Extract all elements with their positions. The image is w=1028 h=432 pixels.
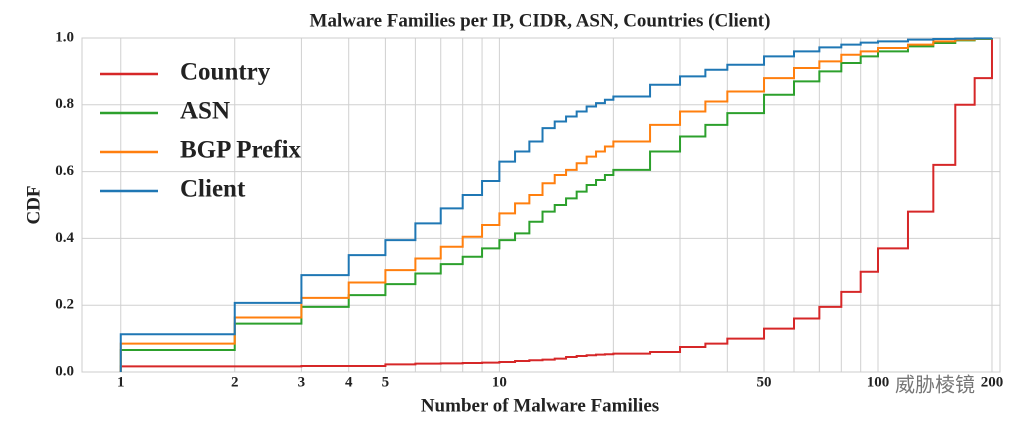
legend-label: ASN [180, 98, 230, 125]
legend-label: BGP Prefix [180, 137, 302, 164]
x-tick-label: 3 [298, 374, 306, 390]
x-axis-label: Number of Malware Families [421, 395, 659, 416]
cdf-line [119, 38, 993, 372]
y-tick-label: 0.6 [55, 163, 74, 179]
x-tick-label: 5 [382, 374, 390, 390]
cdf-line [119, 38, 993, 372]
y-tick-label: 0.2 [55, 297, 74, 313]
x-tick-label: 2 [231, 374, 239, 390]
x-tick-label: 50 [757, 374, 772, 390]
y-tick-label: 0.8 [55, 96, 74, 112]
plot-frame [81, 37, 1001, 373]
chart-title: Malware Families per IP, CIDR, ASN, Coun… [310, 10, 771, 31]
y-tick-label: 1.0 [55, 29, 74, 45]
y-tick-label: 0.4 [55, 230, 74, 246]
y-tick-label: 0.0 [55, 363, 74, 379]
legend-label: Country [180, 59, 271, 86]
x-tick-label: 10 [492, 374, 507, 390]
cdf-line [119, 37, 993, 372]
x-tick-label: 100 [867, 374, 890, 390]
x-tick-label: 1 [117, 374, 125, 390]
legend-label: Client [180, 176, 246, 203]
y-axis-label: CDF [23, 185, 44, 224]
x-tick-label: 4 [345, 374, 353, 390]
watermark: 威胁棱镜 [895, 373, 975, 397]
cdf-line [119, 37, 993, 372]
x-tick-label: 200 [981, 374, 1004, 390]
